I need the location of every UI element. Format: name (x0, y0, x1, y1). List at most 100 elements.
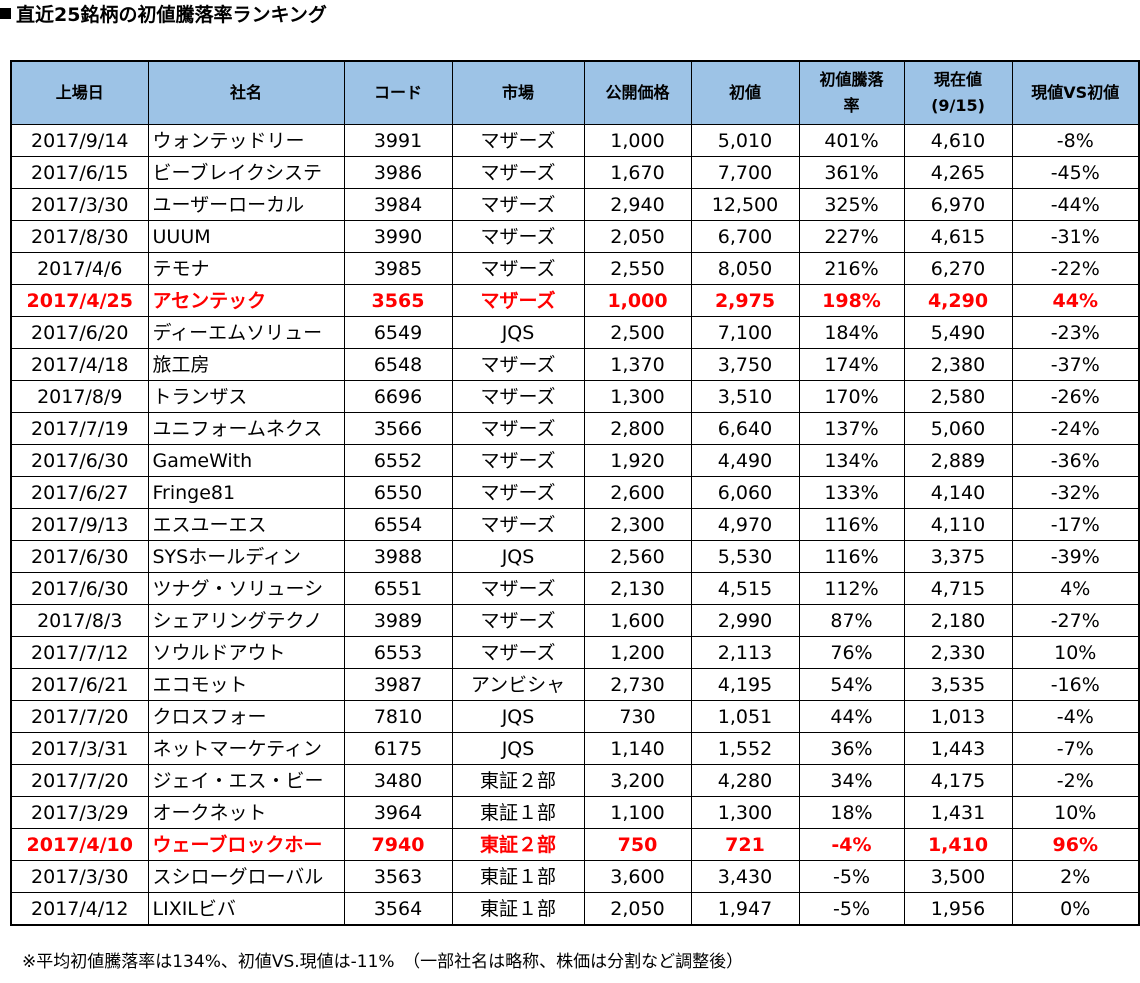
cell-current-vs-initial: -7% (1011, 732, 1140, 765)
cell-initial-price: 2,975 (690, 284, 800, 317)
header-initial-rate-line1: 初値騰落 (819, 70, 884, 89)
cell-offer-price: 2,560 (583, 540, 692, 573)
cell-initial-price: 2,990 (690, 604, 800, 637)
cell-market: JQS (451, 540, 585, 573)
cell-current-vs-initial: 0% (1011, 892, 1140, 926)
cell-company-name: ネットマーケティン (147, 732, 345, 765)
cell-current-price: 1,443 (903, 732, 1013, 765)
cell-company-name: ビーブレイクシステ (147, 156, 345, 189)
cell-offer-price: 1,200 (583, 636, 692, 669)
header-offer-price: 公開価格 (583, 60, 692, 125)
header-code: コード (343, 60, 453, 125)
cell-code: 3566 (343, 412, 453, 445)
cell-initial-price: 4,515 (690, 572, 800, 605)
cell-listing-date: 2017/9/14 (10, 124, 149, 157)
cell-listing-date: 2017/9/13 (10, 508, 149, 541)
cell-company-name: ユーザーローカル (147, 188, 345, 221)
cell-market: マザーズ (451, 508, 585, 541)
table-row: 2017/6/30 GameWith 6552 マザーズ 1,920 4,490 134% 2… (10, 444, 1140, 477)
cell-code: 3989 (343, 604, 453, 637)
cell-initial-rate: 325% (798, 188, 905, 221)
cell-code: 3991 (343, 124, 453, 157)
cell-current-price: 4,715 (903, 572, 1013, 605)
cell-current-vs-initial: -27% (1011, 604, 1140, 637)
cell-offer-price: 2,550 (583, 252, 692, 285)
cell-offer-price: 1,140 (583, 732, 692, 765)
cell-initial-rate: 54% (798, 668, 905, 701)
cell-initial-price: 4,280 (690, 764, 800, 797)
cell-offer-price: 2,800 (583, 412, 692, 445)
cell-listing-date: 2017/4/10 (10, 828, 149, 861)
cell-offer-price: 1,920 (583, 444, 692, 477)
cell-code: 3988 (343, 540, 453, 573)
header-initial-rate: 初値騰落率 (798, 60, 905, 125)
cell-listing-date: 2017/6/30 (10, 540, 149, 573)
cell-offer-price: 2,600 (583, 476, 692, 509)
cell-initial-price: 6,060 (690, 476, 800, 509)
table-row: 2017/8/3 シェアリングテクノ 3989 マザーズ 1,600 2,990 87% 2,… (10, 604, 1140, 637)
cell-initial-rate: 137% (798, 412, 905, 445)
cell-offer-price: 3,200 (583, 764, 692, 797)
header-row: 上場日 社名 コード 市場 公開価格 初値 初値騰落率 現在値 (9/15) 現値… (10, 60, 1140, 125)
cell-current-vs-initial: -4% (1011, 700, 1140, 733)
cell-listing-date: 2017/4/25 (10, 284, 149, 317)
cell-market: マザーズ (451, 380, 585, 413)
header-initial-rate-line2: 率 (843, 96, 860, 115)
cell-code: 6549 (343, 316, 453, 349)
header-current-price-line1: 現在値 (933, 70, 982, 89)
cell-offer-price: 1,670 (583, 156, 692, 189)
cell-company-name: オークネット (147, 796, 345, 829)
cell-code: 3565 (343, 284, 453, 317)
cell-initial-rate: 170% (798, 380, 905, 413)
cell-code: 6554 (343, 508, 453, 541)
footnote: ※平均初値騰落率は134%、初値VS.現値は-11% （一部社名は略称、株価は分… (22, 952, 744, 972)
cell-initial-rate: 361% (798, 156, 905, 189)
cell-current-price: 3,535 (903, 668, 1013, 701)
cell-current-vs-initial: -44% (1011, 188, 1140, 221)
cell-current-price: 2,180 (903, 604, 1013, 637)
cell-initial-price: 3,750 (690, 348, 800, 381)
cell-current-price: 5,060 (903, 412, 1013, 445)
cell-code: 3987 (343, 668, 453, 701)
table-row: 2017/6/15 ビーブレイクシステ 3986 マザーズ 1,670 7,700 361%… (10, 156, 1140, 189)
cell-market: JQS (451, 316, 585, 349)
table-row: 2017/3/29 オークネット 3964 東証１部 1,100 1,300 18% 1,43… (10, 796, 1140, 829)
cell-current-vs-initial: -37% (1011, 348, 1140, 381)
cell-initial-price: 3,430 (690, 860, 800, 893)
cell-listing-date: 2017/6/30 (10, 444, 149, 477)
cell-initial-rate: 216% (798, 252, 905, 285)
cell-listing-date: 2017/3/30 (10, 860, 149, 893)
cell-market: マザーズ (451, 220, 585, 253)
cell-code: 3563 (343, 860, 453, 893)
cell-current-price: 2,580 (903, 380, 1013, 413)
cell-initial-rate: 134% (798, 444, 905, 477)
cell-current-vs-initial: 4% (1011, 572, 1140, 605)
cell-current-price: 6,270 (903, 252, 1013, 285)
cell-current-price: 4,175 (903, 764, 1013, 797)
cell-current-price: 1,410 (903, 828, 1013, 861)
cell-market: マザーズ (451, 412, 585, 445)
cell-current-price: 4,140 (903, 476, 1013, 509)
cell-current-vs-initial: -24% (1011, 412, 1140, 445)
cell-code: 3986 (343, 156, 453, 189)
cell-code: 7940 (343, 828, 453, 861)
cell-offer-price: 1,000 (583, 124, 692, 157)
cell-current-vs-initial: -26% (1011, 380, 1140, 413)
cell-offer-price: 3,600 (583, 860, 692, 893)
cell-company-name: ウォンテッドリー (147, 124, 345, 157)
cell-current-vs-initial: 96% (1011, 828, 1140, 861)
cell-company-name: アセンテック (147, 284, 345, 317)
cell-company-name: SYSホールディン (147, 540, 345, 573)
cell-current-vs-initial: -2% (1011, 764, 1140, 797)
cell-initial-rate: 116% (798, 540, 905, 573)
cell-market: マザーズ (451, 188, 585, 221)
cell-offer-price: 1,600 (583, 604, 692, 637)
cell-current-price: 5,490 (903, 316, 1013, 349)
cell-offer-price: 2,050 (583, 220, 692, 253)
cell-current-vs-initial: -8% (1011, 124, 1140, 157)
header-current-price-line2: (9/15) (931, 96, 985, 115)
cell-current-vs-initial: -39% (1011, 540, 1140, 573)
cell-current-price: 4,265 (903, 156, 1013, 189)
cell-offer-price: 1,000 (583, 284, 692, 317)
cell-initial-rate: 198% (798, 284, 905, 317)
